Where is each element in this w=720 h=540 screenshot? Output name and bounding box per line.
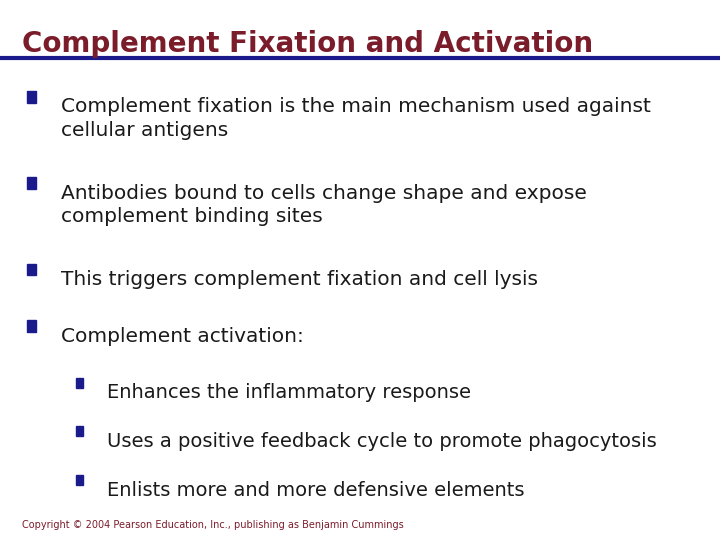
FancyBboxPatch shape bbox=[76, 426, 83, 436]
FancyBboxPatch shape bbox=[27, 264, 36, 275]
Text: Antibodies bound to cells change shape and expose
complement binding sites: Antibodies bound to cells change shape a… bbox=[61, 184, 587, 226]
Text: Enhances the inflammatory response: Enhances the inflammatory response bbox=[107, 383, 471, 402]
FancyBboxPatch shape bbox=[27, 320, 36, 332]
FancyBboxPatch shape bbox=[76, 475, 83, 485]
Text: Uses a positive feedback cycle to promote phagocytosis: Uses a positive feedback cycle to promot… bbox=[107, 432, 657, 451]
Text: Copyright © 2004 Pearson Education, Inc., publishing as Benjamin Cummings: Copyright © 2004 Pearson Education, Inc.… bbox=[22, 520, 403, 530]
Text: This triggers complement fixation and cell lysis: This triggers complement fixation and ce… bbox=[61, 270, 539, 289]
Text: Complement fixation is the main mechanism used against
cellular antigens: Complement fixation is the main mechanis… bbox=[61, 97, 651, 140]
Text: Enlists more and more defensive elements: Enlists more and more defensive elements bbox=[107, 481, 524, 500]
Text: Complement Fixation and Activation: Complement Fixation and Activation bbox=[22, 30, 593, 58]
FancyBboxPatch shape bbox=[27, 177, 36, 189]
FancyBboxPatch shape bbox=[27, 91, 36, 103]
FancyBboxPatch shape bbox=[76, 377, 83, 388]
Text: Complement activation:: Complement activation: bbox=[61, 327, 304, 346]
